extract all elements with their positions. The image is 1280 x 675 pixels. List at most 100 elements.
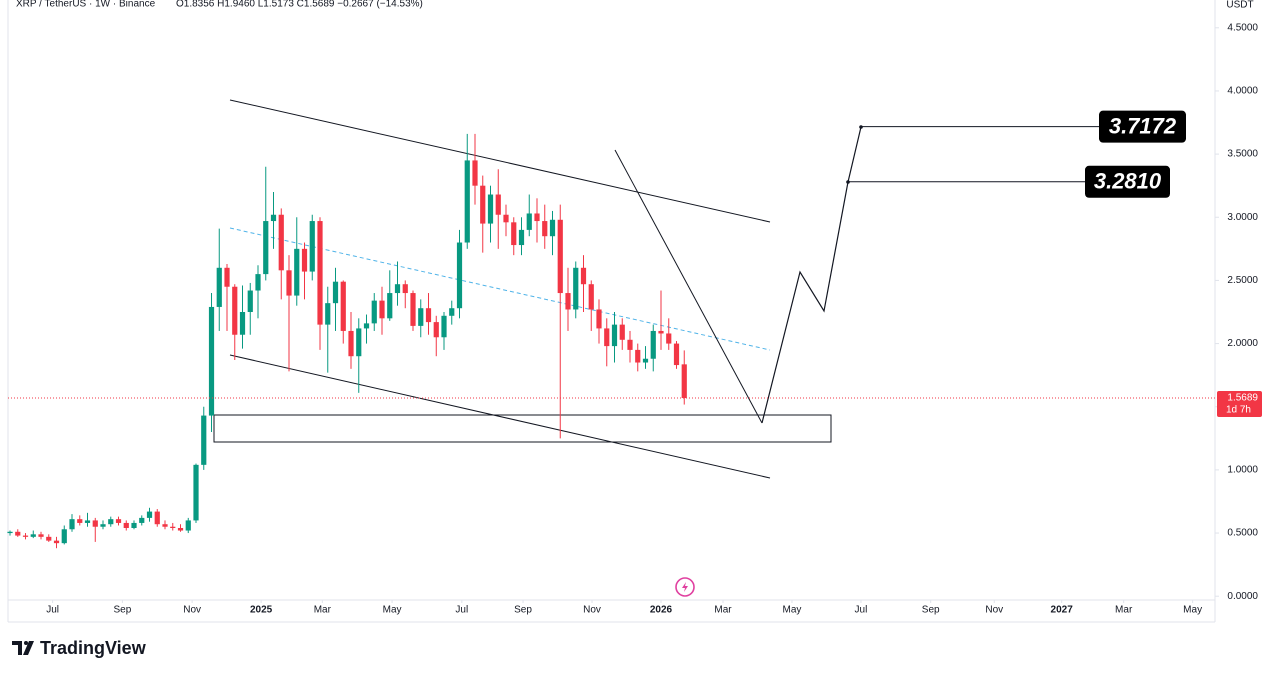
target-box [1099,110,1186,143]
candle-body [573,267,579,310]
candle-body [100,524,106,527]
tv-logo [12,641,34,655]
channel-upper [229,99,771,223]
candle-body [263,221,269,275]
candle-body [170,526,176,528]
x-tick-label: 2026 [650,605,673,616]
candle-body [433,322,439,338]
candle-body [325,303,331,325]
candle-body [681,364,687,399]
candle-body [131,522,137,528]
candle-body [363,323,370,329]
y-tick-label: 1.0000 [1227,465,1258,476]
x-tick-label: Sep [922,605,940,616]
candle-body [348,330,354,357]
x-tick-label: May [783,605,802,616]
support-zone [213,414,832,443]
candle-body [162,524,168,527]
candle-body [115,519,122,523]
candle-body [503,214,509,223]
y-tick-label: 0.0000 [1227,591,1258,602]
candle-body [379,300,385,319]
countdown: 1d 7h [1226,405,1251,416]
x-tick-label: Jul [455,605,468,616]
candle-body [596,309,602,329]
candle-body [534,213,540,222]
x-tick-label: Mar [1115,605,1133,616]
x-tick-label: May [383,605,402,616]
candle-body [317,221,323,325]
candle-body [46,536,52,541]
candle-body [224,267,230,287]
y-tick-label: 2.5000 [1227,275,1258,286]
candle-body [239,312,246,335]
x-tick-label: Nov [985,605,1003,616]
candle-body [495,194,501,215]
candle-body [255,274,261,291]
candle-body [650,330,656,359]
candle-body [580,267,587,285]
icon-bolt [682,582,688,592]
icon-ring [675,577,695,597]
candle-body [185,520,191,531]
candle-body [216,267,222,307]
candle-body [542,221,548,237]
candle-body [53,540,60,544]
candle-body [108,519,114,525]
channel-lower [229,354,771,479]
candle-body [92,520,98,527]
logo-part [12,641,22,655]
x-tick-label: 2025 [250,605,273,616]
candle-body [340,281,346,331]
candle-body [480,185,486,224]
candle-body [642,358,649,363]
candle-body [309,221,315,272]
candle-body [123,522,129,528]
candle-body [588,284,594,310]
x-tick-label: Mar [714,605,732,616]
candle-body [635,349,641,363]
candle-body [38,534,44,537]
candle-body [557,219,563,294]
candle-body [61,529,67,544]
candle-body [270,214,277,222]
candle-body [418,308,424,326]
candle-body [208,306,215,416]
candle-body [232,286,238,335]
x-tick-label: Sep [113,605,131,616]
x-tick-label: Nov [583,605,601,616]
candle-body [658,330,664,334]
ohlc-legend: O1.8356 H1.9460 L1.5173 C1.5689 −0.2667 … [176,0,423,10]
candle-body [332,281,339,304]
candle-body [371,300,377,324]
candle-body [410,293,416,326]
target-label: 3.2810 [1094,169,1162,194]
candle-body [146,511,153,518]
logo-part [23,641,34,655]
last-price-label: 1.5689 [1227,393,1258,404]
candle-body [294,248,300,296]
candle-body [278,214,284,271]
candle-body [604,328,610,347]
x-tick-label: Sep [514,605,532,616]
candle-body [549,219,556,237]
x-tick-label: Jul [46,605,59,616]
candle-body [487,194,494,224]
candle-body [472,160,478,186]
candle-body [464,160,470,243]
x-tick-label: May [1183,605,1202,616]
y-tick-label: 2.0000 [1227,338,1258,349]
candle-body [456,242,463,309]
candles [7,133,687,549]
candle-body [526,213,532,230]
y-tick-label: 0.5000 [1227,528,1258,539]
logo-part [24,641,28,645]
candle-body [77,519,83,523]
candle-body [565,293,571,310]
candle-body [301,248,308,272]
watermark-icon [675,577,695,597]
falling-line [614,149,763,424]
last-price-box [1217,391,1262,418]
candle-body [449,308,455,316]
